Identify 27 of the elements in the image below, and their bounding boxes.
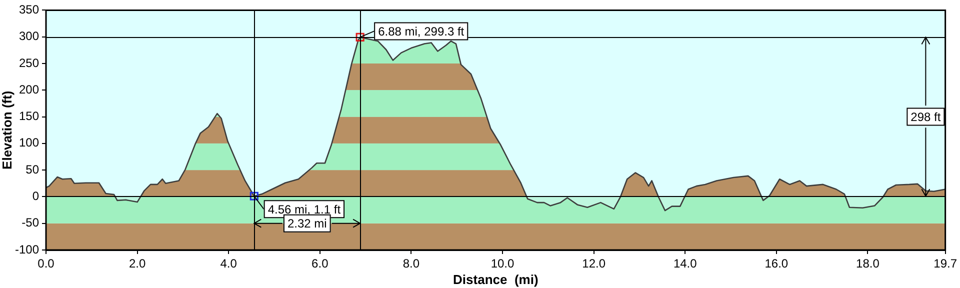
y-axis-title: Elevation (ft) <box>0 90 14 170</box>
annotation: 6.88 mi, 299.3 ft <box>378 24 465 39</box>
x-tick-label: 12.0 <box>582 256 606 271</box>
y-tick-label: 350 <box>18 2 40 17</box>
y-tick-label: -50 <box>22 216 40 230</box>
y-tick-label: 300 <box>18 29 40 44</box>
y-tick-label: 150 <box>18 109 40 124</box>
y-tick-label: 100 <box>18 136 40 150</box>
y-tick-label: -100 <box>14 242 40 256</box>
y-tick-label: 50 <box>26 162 40 176</box>
x-tick-label: 16.0 <box>764 256 788 271</box>
x-tick-label: 8.0 <box>402 256 420 271</box>
x-tick-label: 10.0 <box>490 256 515 271</box>
y-tick-label: 0 <box>32 189 40 204</box>
x-tick-label: 19.7 <box>934 256 958 271</box>
x-axis-title: Distance (mi) <box>453 272 538 287</box>
y-tick-label: 200 <box>18 82 40 96</box>
x-tick-label: 2.0 <box>128 256 146 271</box>
x-tick-label: 18.0 <box>856 256 880 271</box>
annotation: 4.56 mi, 1.1 ft <box>268 202 342 216</box>
y-tick-label: 250 <box>18 56 40 70</box>
x-tick-label: 0.0 <box>38 256 55 271</box>
annotation: 2.32 mi <box>287 216 327 231</box>
x-tick-label: 6.0 <box>312 256 329 271</box>
annotation: 298 ft <box>910 110 942 124</box>
x-tick-label: 4.0 <box>220 256 238 271</box>
x-tick-label: 14.0 <box>673 256 698 271</box>
